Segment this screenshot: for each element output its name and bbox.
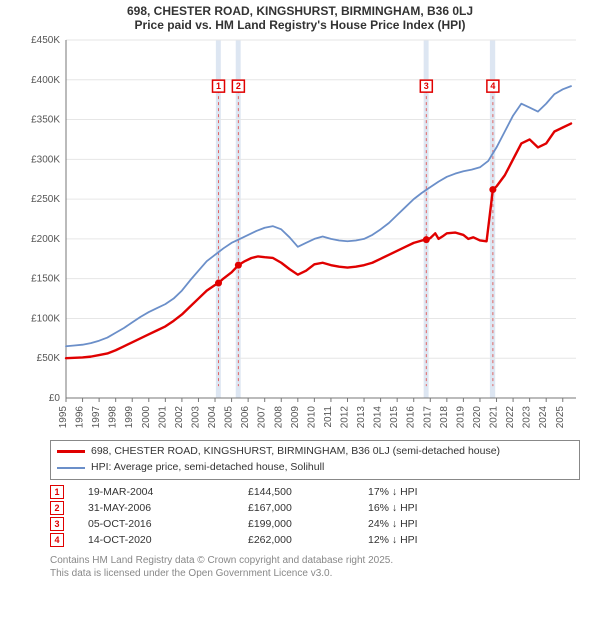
event-row-marker: 1: [50, 485, 64, 499]
y-tick-label: £0: [49, 393, 61, 404]
y-tick-label: £400K: [31, 75, 60, 86]
plot-background: [66, 40, 576, 398]
footnote: Contains HM Land Registry data © Crown c…: [50, 554, 580, 580]
x-tick-label: 2010: [306, 406, 317, 429]
x-tick-label: 2008: [273, 406, 284, 429]
x-tick-label: 2000: [141, 406, 152, 429]
x-tick-label: 2003: [190, 406, 201, 429]
figure-root: 698, CHESTER ROAD, KINGSHURST, BIRMINGHA…: [0, 0, 600, 580]
event-marker-number: 3: [424, 81, 429, 91]
event-row: 4 14-OCT-2020£262,00012% ↓ HPI: [50, 532, 580, 548]
x-tick-label: 2020: [472, 406, 483, 429]
line-chart: £0 £50K £100K £150K £200K £250K £300K £350K £400…: [20, 34, 580, 434]
x-tick-label: 2024: [538, 406, 549, 429]
legend-label: HPI: Average price, semi-detached house,…: [91, 460, 324, 476]
chart-subtitle: Price paid vs. HM Land Registry's House …: [8, 18, 592, 34]
event-row: 1 19-MAR-2004£144,50017% ↓ HPI: [50, 484, 580, 500]
event-row-date: 31-MAY-2006: [88, 502, 248, 514]
event-row-price: £167,000: [248, 502, 368, 514]
event-row-price: £262,000: [248, 534, 368, 546]
event-marker-number: 1: [216, 81, 221, 91]
x-tick-label: 2007: [257, 406, 268, 429]
chart-svg: £0 £50K £100K £150K £200K £250K £300K £350K £400…: [20, 34, 580, 434]
event-row-marker: 3: [50, 517, 64, 531]
x-tick-label: 2004: [207, 406, 218, 429]
x-tick-label: 2018: [439, 406, 450, 429]
y-tick-label: £300K: [31, 154, 60, 165]
x-tick-label: 2019: [455, 406, 466, 429]
event-marker-number: 2: [236, 81, 241, 91]
x-tick-label: 2002: [174, 406, 185, 429]
x-tick-label: 2015: [389, 406, 400, 429]
x-tick-label: 2021: [489, 406, 500, 429]
x-tick-label: 2005: [224, 406, 235, 429]
x-tick-label: 2022: [505, 406, 516, 429]
series-price_paid-point: [489, 186, 496, 193]
event-row-marker: 2: [50, 501, 64, 515]
x-tick-label: 2016: [406, 406, 417, 429]
event-row: 2 31-MAY-2006£167,00016% ↓ HPI: [50, 500, 580, 516]
event-row-diff: 17% ↓ HPI: [368, 486, 580, 498]
event-marker-number: 4: [490, 81, 495, 91]
event-row-diff: 24% ↓ HPI: [368, 518, 580, 530]
x-tick-label: 1997: [91, 406, 102, 429]
x-tick-label: 2023: [522, 406, 533, 429]
event-row: 3 05-OCT-2016£199,00024% ↓ HPI: [50, 516, 580, 532]
x-tick-label: 2013: [356, 406, 367, 429]
x-tick-label: 2014: [373, 406, 384, 429]
event-row-price: £199,000: [248, 518, 368, 530]
y-tick-label: £250K: [31, 194, 60, 205]
y-tick-label: £200K: [31, 234, 60, 245]
chart-title: 698, CHESTER ROAD, KINGSHURST, BIRMINGHA…: [8, 4, 592, 18]
event-row-date: 05-OCT-2016: [88, 518, 248, 530]
y-tick-label: £100K: [31, 313, 60, 324]
legend-label: 698, CHESTER ROAD, KINGSHURST, BIRMINGHA…: [91, 444, 500, 460]
event-row-diff: 16% ↓ HPI: [368, 502, 580, 514]
legend: 698, CHESTER ROAD, KINGSHURST, BIRMINGHA…: [50, 440, 580, 480]
x-tick-label: 1996: [75, 406, 86, 429]
x-tick-label: 2025: [555, 406, 566, 429]
events-table: 1 19-MAR-2004£144,50017% ↓ HPI 2 31-MAY-200…: [50, 484, 580, 548]
series-price_paid-point: [215, 280, 222, 287]
legend-row: HPI: Average price, semi-detached house,…: [57, 460, 573, 476]
x-tick-label: 1995: [58, 406, 69, 429]
x-tick-label: 1998: [108, 406, 119, 429]
chart-titles: 698, CHESTER ROAD, KINGSHURST, BIRMINGHA…: [0, 0, 600, 34]
event-row-date: 19-MAR-2004: [88, 486, 248, 498]
event-row-marker: 4: [50, 533, 64, 547]
legend-swatch: [57, 450, 85, 453]
x-tick-label: 2012: [339, 406, 350, 429]
y-tick-label: £350K: [31, 115, 60, 126]
x-tick-label: 1999: [124, 406, 135, 429]
series-price_paid-point: [235, 262, 242, 269]
footnote-line-2: This data is licensed under the Open Gov…: [50, 567, 580, 580]
event-row-diff: 12% ↓ HPI: [368, 534, 580, 546]
legend-row: 698, CHESTER ROAD, KINGSHURST, BIRMINGHA…: [57, 444, 573, 460]
event-row-price: £144,500: [248, 486, 368, 498]
series-price_paid-point: [423, 236, 430, 243]
legend-swatch: [57, 467, 85, 469]
x-tick-label: 2009: [290, 406, 301, 429]
x-tick-label: 2011: [323, 406, 334, 428]
y-tick-label: £150K: [31, 274, 60, 285]
event-row-date: 14-OCT-2020: [88, 534, 248, 546]
y-tick-label: £450K: [31, 35, 60, 46]
x-tick-label: 2001: [157, 406, 168, 429]
footnote-line-1: Contains HM Land Registry data © Crown c…: [50, 554, 580, 567]
y-tick-label: £50K: [37, 353, 61, 364]
x-tick-label: 2006: [240, 406, 251, 429]
x-tick-label: 2017: [422, 406, 433, 429]
